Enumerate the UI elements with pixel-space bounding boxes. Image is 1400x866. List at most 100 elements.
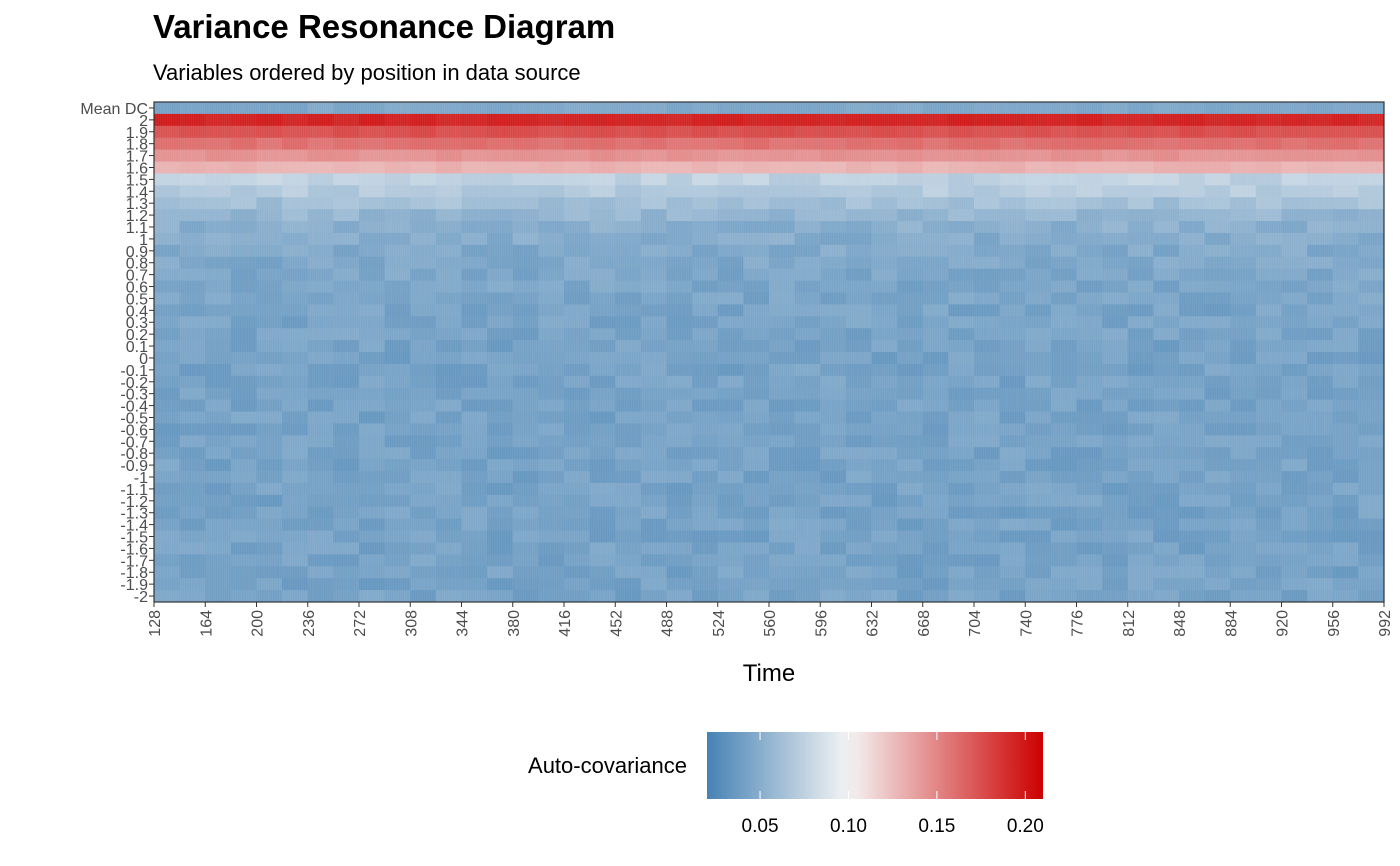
heatmap-cell	[1025, 518, 1052, 532]
heatmap-cell	[1204, 292, 1231, 305]
heatmap-cell	[999, 256, 1026, 270]
heatmap-cell	[1102, 209, 1129, 222]
heatmap-cell	[948, 530, 975, 544]
heatmap-cell	[179, 352, 206, 365]
heatmap-cell	[256, 352, 283, 365]
heatmap-cell	[1179, 113, 1206, 127]
heatmap-cell	[1358, 316, 1384, 329]
heatmap-cell	[307, 221, 334, 234]
heatmap-cell	[512, 363, 539, 377]
heatmap-cell	[410, 244, 437, 258]
heatmap-cell	[538, 554, 565, 567]
heatmap-cell	[1102, 494, 1129, 508]
heatmap-cell	[999, 328, 1026, 341]
heatmap-cell	[1358, 435, 1384, 448]
heatmap-cell	[487, 530, 514, 544]
heatmap-cell	[538, 578, 565, 591]
heatmap-cell	[769, 102, 796, 115]
heatmap-cell	[717, 530, 744, 544]
heatmap-cell	[230, 232, 258, 246]
heatmap-cell	[359, 221, 386, 234]
heatmap-cell	[1127, 137, 1154, 151]
heatmap-cell	[589, 316, 616, 329]
heatmap-cell	[410, 280, 437, 294]
heatmap-cell	[154, 375, 181, 389]
heatmap-cell	[743, 375, 770, 389]
heatmap-cell	[974, 590, 1001, 602]
heatmap-cell	[589, 399, 616, 413]
heatmap-cell	[999, 268, 1026, 282]
heatmap-cell	[205, 435, 232, 448]
heatmap-cell	[1179, 125, 1206, 139]
heatmap-cell	[307, 423, 334, 436]
heatmap-cell	[794, 530, 821, 544]
heatmap-cell	[487, 256, 514, 270]
heatmap-cell	[717, 423, 744, 436]
heatmap-cell	[230, 590, 258, 602]
heatmap-cell	[333, 530, 360, 544]
heatmap-cell	[871, 530, 898, 544]
heatmap-cell	[666, 471, 693, 484]
y-tick-label: 1.1	[126, 220, 148, 237]
heatmap-cell	[615, 494, 642, 508]
heatmap-cell	[1281, 256, 1308, 270]
heatmap-cell	[461, 209, 488, 222]
heatmap-cell	[564, 387, 591, 401]
heatmap-cell	[922, 578, 949, 591]
heatmap-cell	[461, 221, 488, 234]
heatmap-cell	[307, 578, 334, 591]
heatmap-cell	[743, 590, 770, 602]
heatmap-cell	[538, 423, 565, 436]
heatmap-cell	[410, 494, 437, 508]
heatmap-cell	[922, 566, 949, 579]
heatmap-cell	[1127, 113, 1154, 127]
heatmap-cell	[717, 268, 744, 282]
heatmap-cell	[666, 363, 693, 377]
heatmap-cell	[743, 399, 770, 413]
heatmap-cell	[1230, 578, 1257, 591]
heatmap-cell	[1307, 316, 1334, 329]
heatmap-cell	[1179, 554, 1206, 567]
heatmap-cell	[1102, 256, 1129, 270]
heatmap-cell	[999, 161, 1026, 175]
heatmap-cell	[154, 399, 181, 413]
heatmap-cell	[1281, 387, 1308, 401]
heatmap-cell	[512, 221, 539, 234]
heatmap-cell	[769, 578, 796, 591]
heatmap-cell	[640, 304, 668, 317]
heatmap-cell	[307, 304, 334, 317]
heatmap-cell	[564, 578, 591, 591]
heatmap-cell	[1153, 304, 1180, 317]
heatmap-cell	[230, 102, 258, 115]
heatmap-cell	[1127, 435, 1154, 448]
heatmap-cell	[820, 137, 847, 151]
heatmap-cell	[1102, 221, 1129, 234]
heatmap-cell	[307, 268, 334, 282]
heatmap-cell	[1076, 542, 1103, 555]
heatmap-cell	[717, 316, 744, 329]
heatmap-cell	[1332, 518, 1359, 532]
heatmap-cell	[1076, 363, 1103, 377]
heatmap-cell	[564, 221, 591, 234]
heatmap-cell	[1050, 280, 1078, 294]
x-tick-label: 776	[1070, 610, 1087, 637]
heatmap-cell	[897, 530, 924, 544]
heatmap-cell	[615, 530, 642, 544]
heatmap-cell	[487, 352, 514, 365]
heatmap-cell	[154, 209, 181, 222]
heatmap-cell	[512, 125, 539, 139]
heatmap-cell	[230, 197, 258, 210]
heatmap-cell	[974, 113, 1001, 127]
heatmap-cell	[1025, 185, 1052, 198]
heatmap-cell	[154, 244, 181, 258]
heatmap-cell	[512, 185, 539, 198]
heatmap-cell	[1179, 328, 1206, 341]
heatmap-cell	[230, 459, 258, 472]
heatmap-cell	[1255, 423, 1283, 436]
heatmap-cell	[871, 316, 898, 329]
heatmap-cell	[897, 232, 924, 246]
heatmap-cell	[1281, 566, 1308, 579]
heatmap-cell	[1332, 173, 1359, 186]
heatmap-cell	[1102, 161, 1129, 175]
heatmap-cell	[564, 232, 591, 246]
